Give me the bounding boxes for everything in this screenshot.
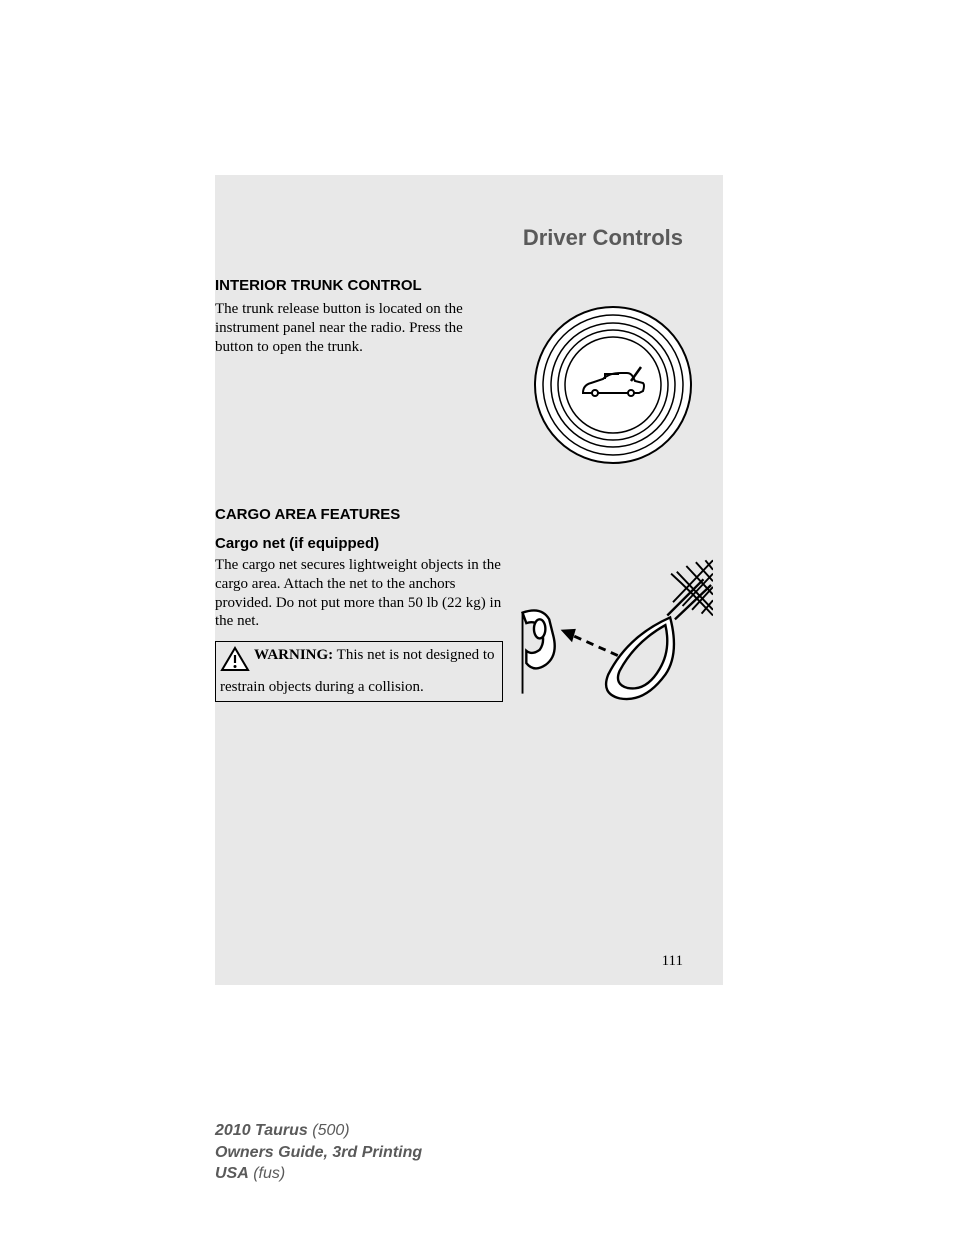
- cargo-body: The cargo net secures lightweight object…: [215, 556, 503, 631]
- section-cargo: CARGO AREA FEATURES Cargo net (if equipp…: [215, 498, 723, 736]
- warning-icon: [220, 646, 250, 678]
- footer: 2010 Taurus (500) Owners Guide, 3rd Prin…: [215, 1120, 422, 1185]
- trunk-button-icon: [523, 300, 703, 470]
- trunk-body: The trunk release button is located on t…: [215, 300, 503, 356]
- cargo-text-col: The cargo net secures lightweight object…: [215, 556, 503, 736]
- footer-model: 2010 Taurus: [215, 1122, 308, 1139]
- cargo-net-icon: [513, 556, 713, 736]
- page-number: 111: [662, 953, 683, 970]
- warning-label: WARNING:: [254, 647, 333, 663]
- trunk-figure-col: [513, 300, 713, 470]
- footer-region: USA: [215, 1165, 249, 1182]
- footer-code: (500): [308, 1122, 350, 1139]
- warning-box: WARNING: This net is not designed to res…: [215, 641, 503, 702]
- footer-line3: USA (fus): [215, 1163, 422, 1185]
- footer-line1: 2010 Taurus (500): [215, 1120, 422, 1142]
- section-trunk: INTERIOR TRUNK CONTROL The trunk release…: [215, 269, 723, 470]
- cargo-figure-col: [513, 556, 713, 736]
- footer-region-code: (fus): [249, 1165, 285, 1182]
- footer-line2: Owners Guide, 3rd Printing: [215, 1142, 422, 1164]
- heading-cargo: CARGO AREA FEATURES: [215, 498, 713, 529]
- trunk-row: The trunk release button is located on t…: [215, 300, 713, 470]
- trunk-text-col: The trunk release button is located on t…: [215, 300, 503, 470]
- page-content: Driver Controls INTERIOR TRUNK CONTROL T…: [215, 175, 723, 985]
- page-title: Driver Controls: [215, 175, 723, 269]
- heading-trunk: INTERIOR TRUNK CONTROL: [215, 269, 713, 300]
- cargo-row: The cargo net secures lightweight object…: [215, 556, 713, 736]
- subheading-cargo-net: Cargo net (if equipped): [215, 529, 713, 556]
